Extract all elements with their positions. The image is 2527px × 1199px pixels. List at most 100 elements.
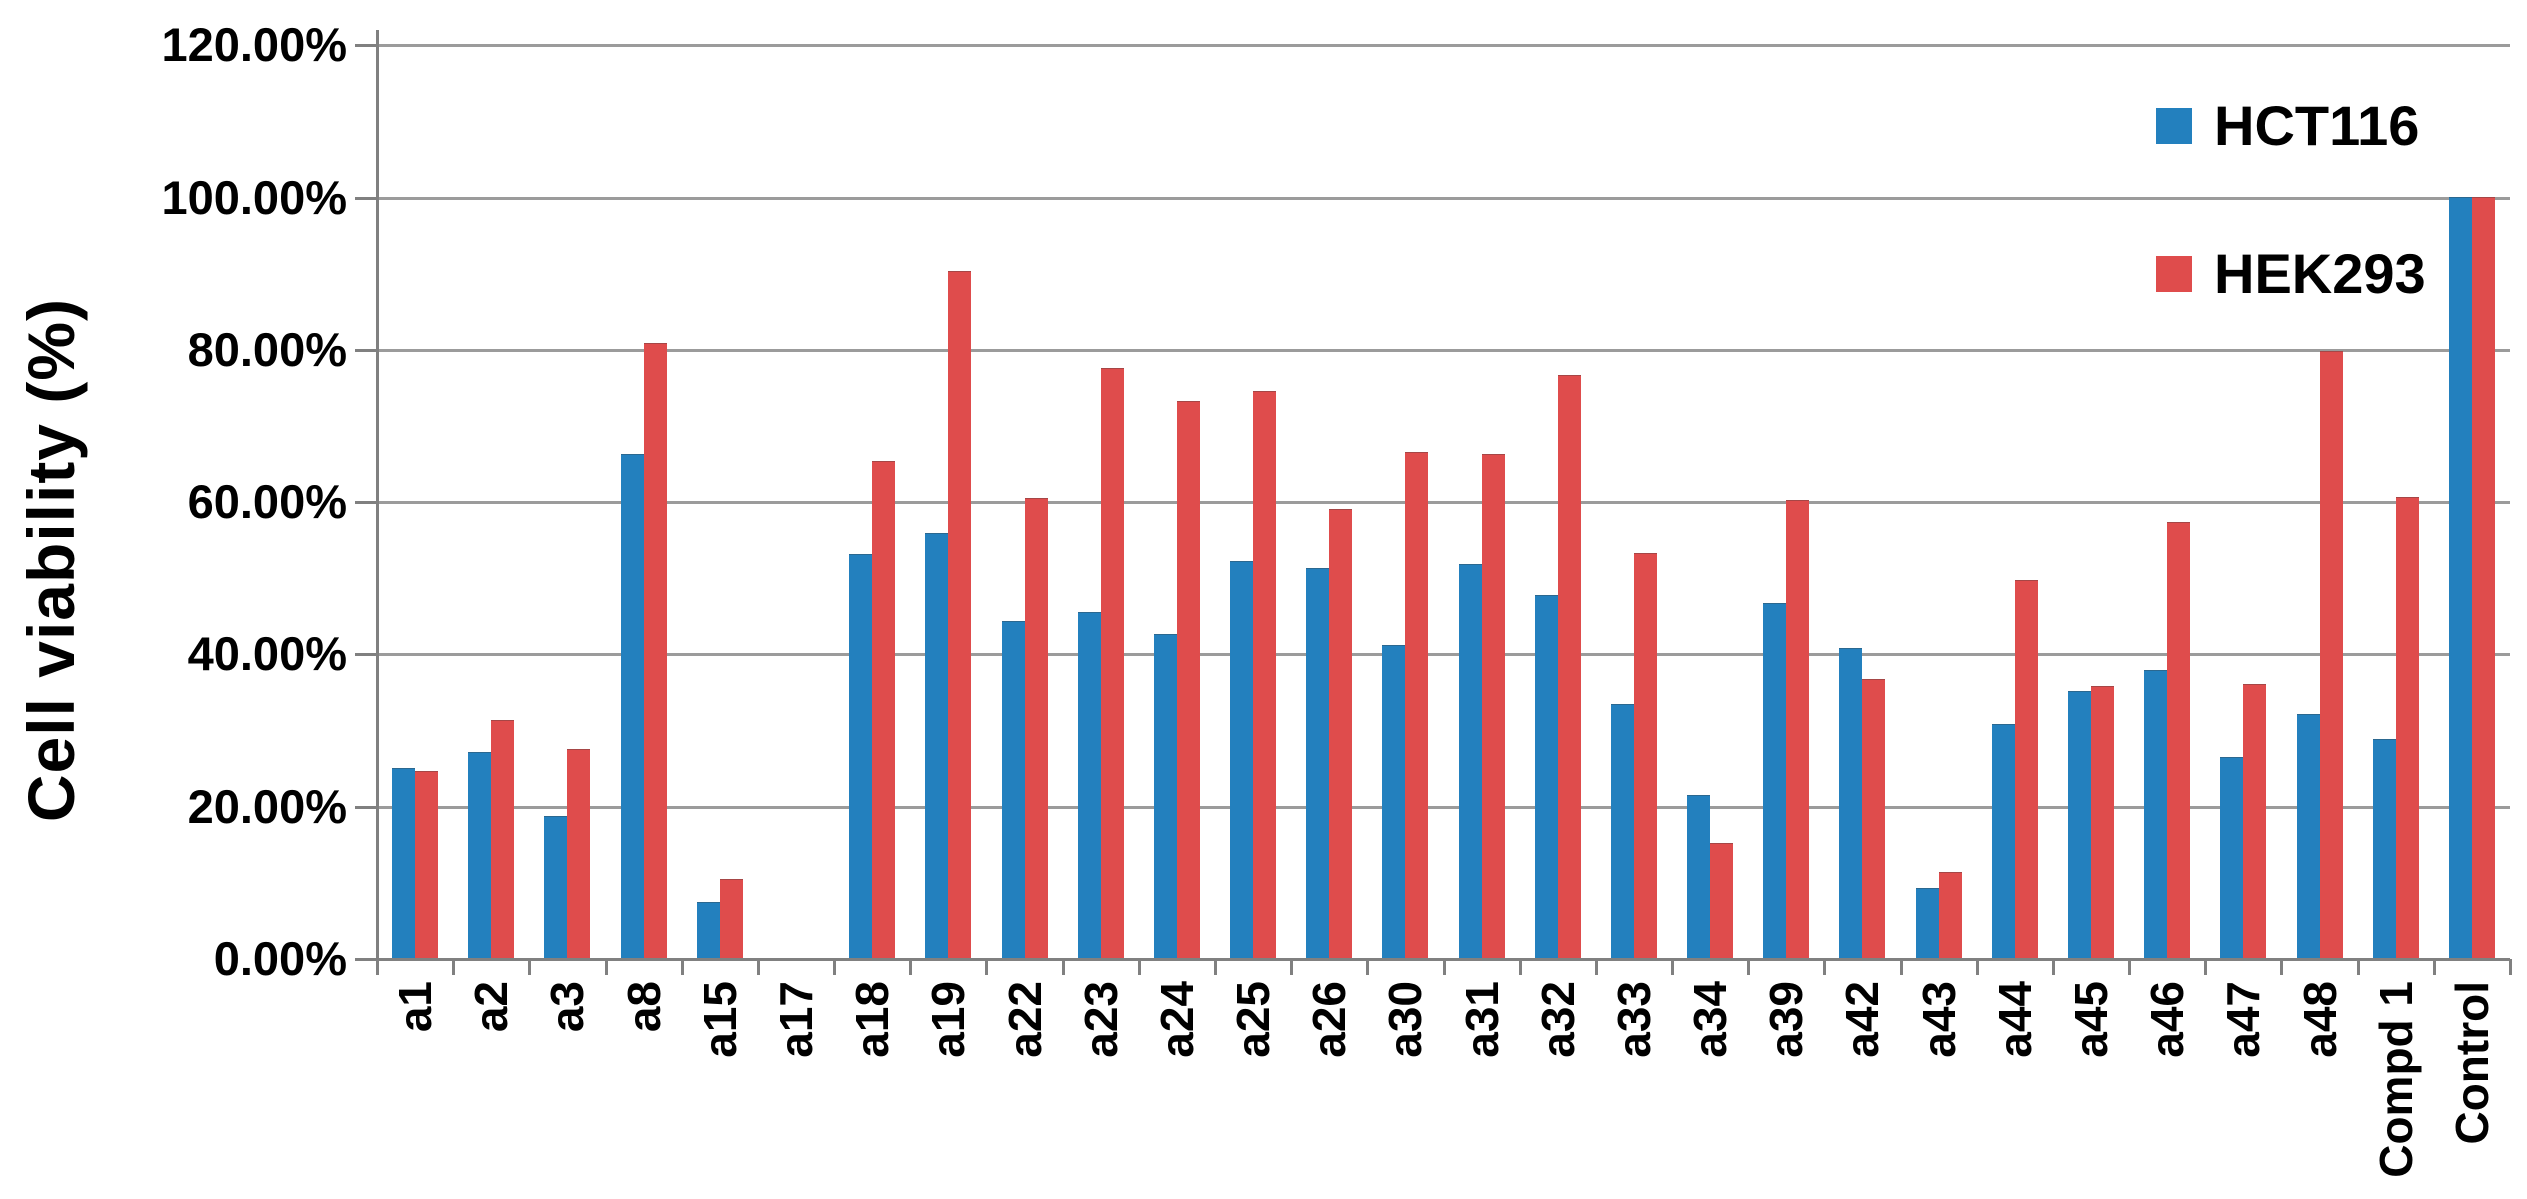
bar-hek293-a1 (415, 770, 439, 959)
bar-group-a26 (1291, 0, 1367, 959)
x-label-cell-a42: a42 (1824, 981, 1900, 1199)
bar-hct116-Compd 1 (2372, 738, 2396, 959)
bar-group-a1 (377, 0, 453, 959)
x-label-cell-a17: a17 (758, 981, 834, 1199)
x-axis-tick-17 (1671, 959, 1675, 975)
x-tick-label-a8: a8 (617, 981, 670, 1033)
x-tick-label-a24: a24 (1150, 981, 1203, 1058)
gridline-80 (377, 348, 2510, 352)
bar-group-a22 (986, 0, 1062, 959)
x-tick-label-a44: a44 (1988, 981, 2041, 1058)
x-tick-label-a26: a26 (1303, 981, 1356, 1058)
gridline-60 (377, 501, 2510, 505)
bar-group-a44 (1977, 0, 2053, 959)
bar-group-a48 (2281, 0, 2357, 959)
y-axis-title-wrap: Cell viability (%) (6, 120, 96, 1000)
bar-group-a42 (1824, 0, 1900, 959)
bar-hek293-a32 (1557, 374, 1581, 959)
y-tick-label-120: 120.00% (161, 18, 347, 72)
y-axis-tick-40 (355, 653, 377, 657)
x-tick-label-a25: a25 (1227, 981, 1280, 1058)
x-axis-tick-18 (1747, 959, 1751, 975)
bar-hek293-a44 (2014, 580, 2038, 959)
bar-group-a25 (1215, 0, 1291, 959)
bar-hek293-Control (2471, 196, 2495, 959)
x-label-cell-a22: a22 (986, 981, 1062, 1199)
x-tick-label-a22: a22 (998, 981, 1051, 1058)
x-tick-label-a3: a3 (541, 981, 594, 1033)
x-label-cell-a46: a46 (2129, 981, 2205, 1199)
x-tick-label-a23: a23 (1074, 981, 1127, 1058)
bar-group-a47 (2205, 0, 2281, 959)
bar-hct116-a22 (1001, 621, 1025, 959)
bar-group-a19 (910, 0, 986, 959)
bar-group-a24 (1139, 0, 1215, 959)
x-label-cell-a31: a31 (1444, 981, 1520, 1199)
x-label-cell-a15: a15 (682, 981, 758, 1199)
bar-hek293-a48 (2319, 351, 2343, 959)
x-label-cell-a43: a43 (1901, 981, 1977, 1199)
x-label-cell-a44: a44 (1977, 981, 2053, 1199)
x-axis-tick-20 (1899, 959, 1903, 975)
x-tick-label-a43: a43 (1912, 981, 1965, 1058)
bar-hct116-a24 (1153, 633, 1177, 959)
bar-hek293-Compd 1 (2395, 497, 2419, 959)
y-axis-tick-100 (355, 196, 377, 200)
gridline-20 (377, 805, 2510, 809)
bar-group-a39 (1748, 0, 1824, 959)
x-axis-tick-13 (1366, 959, 1370, 975)
x-tick-label-a32: a32 (1531, 981, 1584, 1058)
x-axis-tick-6 (833, 959, 837, 975)
x-axis-tick-24 (2204, 959, 2208, 975)
x-label-cell-Compd 1: Compd 1 (2358, 981, 2434, 1199)
x-tick-label-Control: Control (2445, 981, 2498, 1145)
bar-hek293-a2 (491, 720, 515, 959)
bar-group-a34 (1672, 0, 1748, 959)
x-axis-tick-14 (1442, 959, 1446, 975)
x-tick-label-a17: a17 (769, 981, 822, 1058)
y-tick-label-80: 80.00% (187, 322, 347, 376)
x-label-cell-a45: a45 (2053, 981, 2129, 1199)
x-label-cell-a2: a2 (453, 981, 529, 1199)
bar-hct116-a43 (1915, 887, 1939, 959)
x-label-cell-Control: Control (2434, 981, 2510, 1199)
bar-hek293-a22 (1024, 498, 1048, 959)
legend-label-hek293: HEK293 (2214, 242, 2426, 305)
x-tick-label-a48: a48 (2293, 981, 2346, 1058)
legend-item-hct116: HCT116 (2156, 98, 2426, 154)
bar-hct116-a19 (925, 533, 949, 959)
x-tick-label-a19: a19 (922, 981, 975, 1058)
gridline-40 (377, 653, 2510, 657)
bar-hct116-a44 (1991, 724, 2015, 959)
x-label-cell-a23: a23 (1063, 981, 1139, 1199)
bar-hct116-a42 (1839, 648, 1863, 959)
x-label-cell-a47: a47 (2205, 981, 2281, 1199)
bar-hct116-a1 (392, 767, 416, 959)
bar-hek293-a23 (1100, 367, 1124, 959)
x-axis-tick-25 (2280, 959, 2284, 975)
x-label-cell-a25: a25 (1215, 981, 1291, 1199)
bar-hct116-a18 (849, 554, 873, 959)
bar-hct116-a23 (1077, 611, 1101, 959)
y-axis-tick-20 (355, 805, 377, 809)
x-tick-label-a33: a33 (1607, 981, 1660, 1058)
x-axis-line (355, 958, 2510, 961)
bar-hct116-a33 (1610, 704, 1634, 959)
x-label-cell-a8: a8 (606, 981, 682, 1199)
x-axis-tick-5 (756, 959, 760, 975)
x-label-cell-a33: a33 (1596, 981, 1672, 1199)
x-axis-tick-11 (1213, 959, 1217, 975)
legend: HCT116 HEK293 (2156, 98, 2426, 394)
bar-hct116-a15 (696, 902, 720, 959)
bar-hct116-a48 (2296, 713, 2320, 959)
bar-hek293-a18 (872, 460, 896, 959)
x-axis-tick-21 (1975, 959, 1979, 975)
bar-hek293-a42 (1862, 678, 1886, 959)
x-label-cell-a34: a34 (1672, 981, 1748, 1199)
y-tick-label-100: 100.00% (161, 170, 347, 224)
bar-hek293-a25 (1253, 390, 1277, 959)
x-tick-label-a47: a47 (2217, 981, 2270, 1058)
bar-hek293-a31 (1481, 453, 1505, 959)
x-axis-tick-4 (680, 959, 684, 975)
x-label-cell-a30: a30 (1367, 981, 1443, 1199)
